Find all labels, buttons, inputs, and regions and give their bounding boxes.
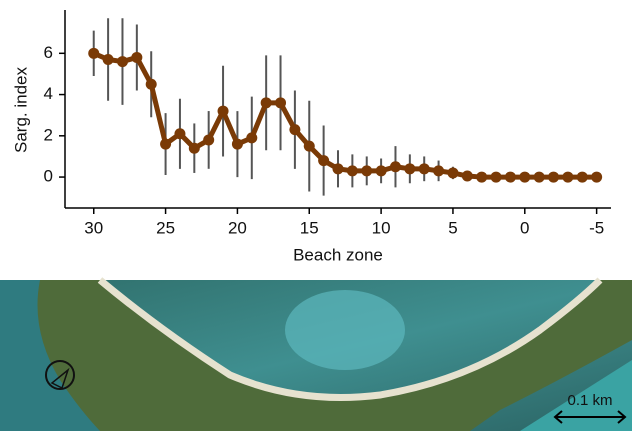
- point: [246, 132, 258, 144]
- scale-label: 0.1 km: [567, 392, 612, 409]
- point: [217, 105, 229, 117]
- y-tick-label: 6: [44, 43, 53, 62]
- y-axis-label: Sarg. index: [11, 67, 30, 153]
- point: [145, 78, 157, 90]
- point: [260, 97, 272, 109]
- x-tick-label: 5: [448, 218, 457, 237]
- point: [447, 167, 459, 179]
- point: [88, 47, 100, 59]
- x-tick-label: 15: [300, 218, 319, 237]
- series-line: [92, 51, 597, 180]
- y-tick-label: 4: [44, 84, 53, 103]
- point: [476, 171, 488, 183]
- point: [576, 171, 588, 183]
- x-tick-label: 30: [84, 218, 103, 237]
- point: [346, 165, 358, 177]
- point: [275, 97, 287, 109]
- point: [303, 140, 315, 152]
- point: [131, 51, 143, 63]
- x-tick-label: -5: [589, 218, 604, 237]
- point: [231, 138, 243, 150]
- y-tick-label: 2: [44, 125, 53, 144]
- x-tick-label: 20: [228, 218, 247, 237]
- point: [418, 163, 430, 175]
- point: [174, 128, 186, 140]
- aerial-photo: 0.1 km: [0, 277, 632, 431]
- point: [562, 171, 574, 183]
- point: [375, 165, 387, 177]
- point: [490, 171, 502, 183]
- y-tick-label: 0: [44, 167, 53, 186]
- point: [591, 171, 603, 183]
- point: [160, 138, 172, 150]
- point: [116, 56, 128, 68]
- point: [533, 171, 545, 183]
- point: [332, 163, 344, 175]
- x-tick-label: 0: [520, 218, 529, 237]
- point: [461, 170, 473, 182]
- point: [404, 163, 416, 175]
- x-tick-label: 10: [372, 218, 391, 237]
- x-axis-label: Beach zone: [293, 245, 383, 264]
- point: [289, 124, 301, 136]
- point: [389, 161, 401, 173]
- point: [188, 142, 200, 154]
- point: [203, 134, 215, 146]
- point: [102, 54, 114, 65]
- point: [433, 165, 445, 177]
- point: [318, 155, 330, 167]
- point: [361, 165, 373, 177]
- point: [548, 171, 560, 183]
- point: [519, 171, 531, 183]
- point: [504, 171, 516, 183]
- x-tick-label: 25: [156, 218, 175, 237]
